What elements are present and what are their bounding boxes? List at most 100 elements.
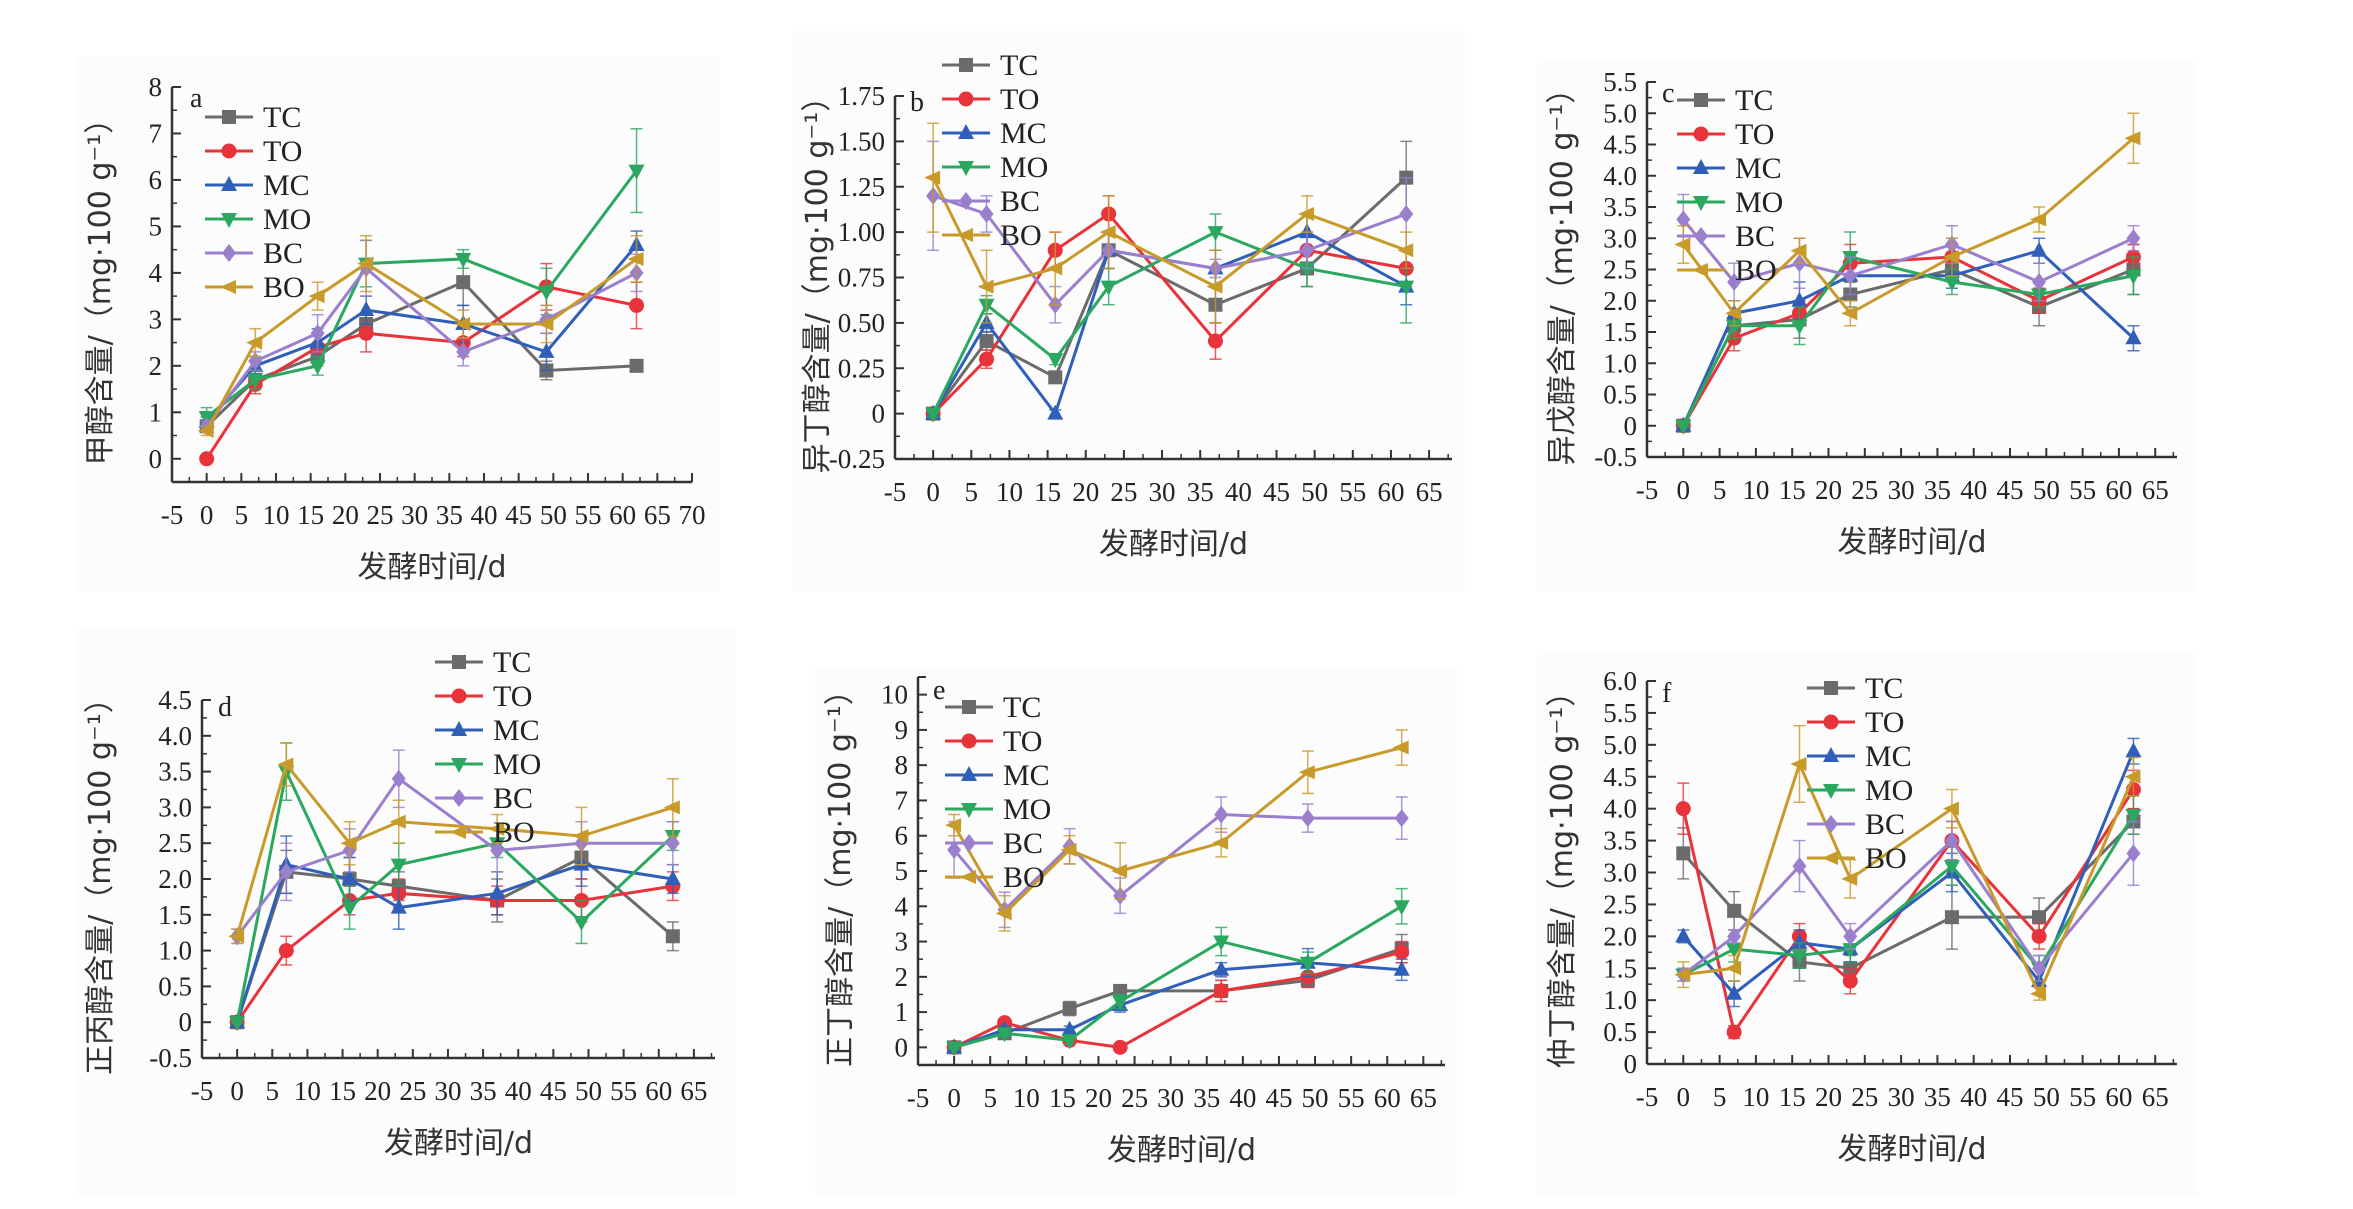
legend-marker — [958, 124, 974, 139]
legend-item-bo: BO — [1807, 842, 1907, 875]
series-line-bc — [1682, 838, 2135, 976]
x-tick-label: 0 — [926, 477, 940, 507]
y-tick-label: 3.0 — [1603, 858, 1637, 888]
data-point-bo — [454, 317, 471, 331]
data-point-tc — [1048, 370, 1063, 385]
y-tick-label: 5 — [149, 211, 163, 241]
data-point-mo — [2125, 269, 2142, 285]
y-tick-label: 4 — [895, 891, 909, 921]
y-tick-label: 2 — [895, 962, 909, 992]
data-point-bc — [2032, 959, 2047, 978]
data-point-bo — [1790, 243, 1807, 258]
x-tick-label: 5 — [983, 1083, 997, 1113]
data-point-to — [1726, 1024, 1742, 1040]
y-tick-label: -0.5 — [1594, 442, 1637, 472]
x-axis-title: 发酵时间/d — [1099, 527, 1248, 562]
legend-marker — [962, 700, 976, 714]
series-line-bc — [235, 776, 673, 938]
x-tick-label: 40 — [1225, 477, 1252, 507]
legend-label: BO — [1865, 842, 1907, 875]
y-tick-label: 3 — [149, 304, 163, 334]
data-point-mo — [1726, 943, 1743, 959]
chart-panel-e: 0 1 2 3 4 5 6 7 8 9 10 -5 0 5 10 15 20 25 30 35 40 45 50 55 60 65… — [815, 667, 1457, 1195]
legend-marker — [1823, 714, 1839, 730]
legend-marker — [450, 825, 466, 839]
legend-item-bc: BC — [945, 827, 1043, 860]
data-point-bo — [1099, 225, 1116, 240]
x-tick-label: 0 — [200, 500, 214, 530]
chart-panel-d: -0.5 0 0.5 1.0 1.5 2.0 2.5 3.0 3.5 4.0 4.5 -5 0 5 10 15… — [75, 628, 735, 1195]
y-tick-label: 0 — [179, 1007, 193, 1037]
y-tick-label: 4.5 — [1603, 762, 1637, 792]
x-tick-label: 5 — [1713, 475, 1727, 505]
y-tick-label: -0.25 — [829, 444, 885, 474]
data-point-bo — [572, 829, 589, 844]
legend-marker — [1823, 784, 1839, 799]
data-point-to — [1394, 944, 1410, 960]
y-tick-label: 1 — [895, 997, 909, 1027]
legend-item-bc: BC — [1807, 808, 1905, 841]
legend-item-mc: MC — [942, 117, 1047, 150]
series-bo — [945, 729, 1409, 932]
series-line-to — [235, 884, 674, 1024]
legend-item-tc: TC — [1807, 672, 1903, 705]
x-tick-label: 60 — [609, 500, 636, 530]
x-tick-label: 60 — [1374, 1083, 1401, 1113]
legend-label: TC — [1000, 49, 1038, 82]
legend-label: BC — [1735, 220, 1775, 253]
data-point-bo — [1942, 250, 1959, 264]
legend-item-tc: TC — [435, 646, 531, 679]
y-tick-label: 10 — [881, 680, 908, 710]
data-point-bc — [1399, 204, 1414, 223]
data-point-bo — [1841, 871, 1858, 886]
data-point-mo — [229, 1016, 246, 1032]
data-point-bc — [947, 840, 962, 859]
legend-item-mc: MC — [1677, 152, 1782, 185]
x-tick-label: 40 — [505, 1076, 532, 1106]
y-tick-label: 9 — [895, 715, 909, 745]
x-tick-label: 45 — [540, 1076, 567, 1106]
data-point-bo — [924, 170, 941, 185]
data-point-bc — [1727, 927, 1742, 946]
x-tick-label: 50 — [2033, 475, 2060, 505]
y-tick-label: 4.0 — [1603, 794, 1637, 824]
y-tick-label: 0 — [872, 399, 886, 429]
y-tick-label: 5 — [895, 856, 909, 886]
legend-marker — [961, 733, 977, 749]
data-point-bo — [228, 929, 245, 944]
chart-svg-c: -0.500.51.01.52.02.53.03.54.04.55.05.5-5… — [1545, 67, 2177, 560]
x-tick-label: 65 — [644, 500, 671, 530]
data-point-bc — [1792, 857, 1807, 876]
series-line-bo — [235, 761, 674, 937]
x-tick-label: 65 — [1410, 1083, 1437, 1113]
data-point-mo — [1112, 995, 1129, 1011]
data-point-mo — [390, 858, 407, 874]
data-point-mo — [946, 1041, 963, 1057]
y-tick-label: 2.5 — [1603, 255, 1637, 285]
data-point-mo — [1047, 353, 1064, 369]
data-point-mo — [1398, 280, 1415, 296]
data-point-bc — [456, 342, 471, 361]
x-tick-label: 30 — [1157, 1083, 1184, 1113]
y-axis-title: 正丁醇含量/（mg·100 g⁻¹） — [823, 675, 858, 1067]
legend-item-mc: MC — [435, 714, 540, 747]
x-tick-label: 5 — [235, 500, 249, 530]
legend-item-mc: MC — [205, 169, 310, 202]
data-point-bo — [1060, 842, 1077, 857]
x-tick-label: 45 — [1997, 475, 2024, 505]
y-tick-label: 5.5 — [1603, 67, 1637, 97]
y-axis-title: 正丙醇含量/（mg·100 g⁻¹） — [83, 683, 118, 1075]
x-tick-label: 10 — [263, 500, 290, 530]
legend-label: MO — [263, 203, 311, 236]
x-tick-label: 30 — [1888, 475, 1915, 505]
data-point-bo — [357, 256, 374, 271]
x-tick-label: 55 — [575, 500, 602, 530]
y-axis-title: 甲醇含量/（mg·100 g⁻¹） — [83, 104, 118, 466]
x-tick-label: 55 — [610, 1076, 637, 1106]
y-tick-label: 1.25 — [838, 172, 885, 202]
series-mc — [946, 947, 1410, 1054]
data-point-bo — [663, 800, 680, 815]
panel-letter: d — [218, 692, 232, 723]
data-point-mc — [358, 301, 375, 317]
